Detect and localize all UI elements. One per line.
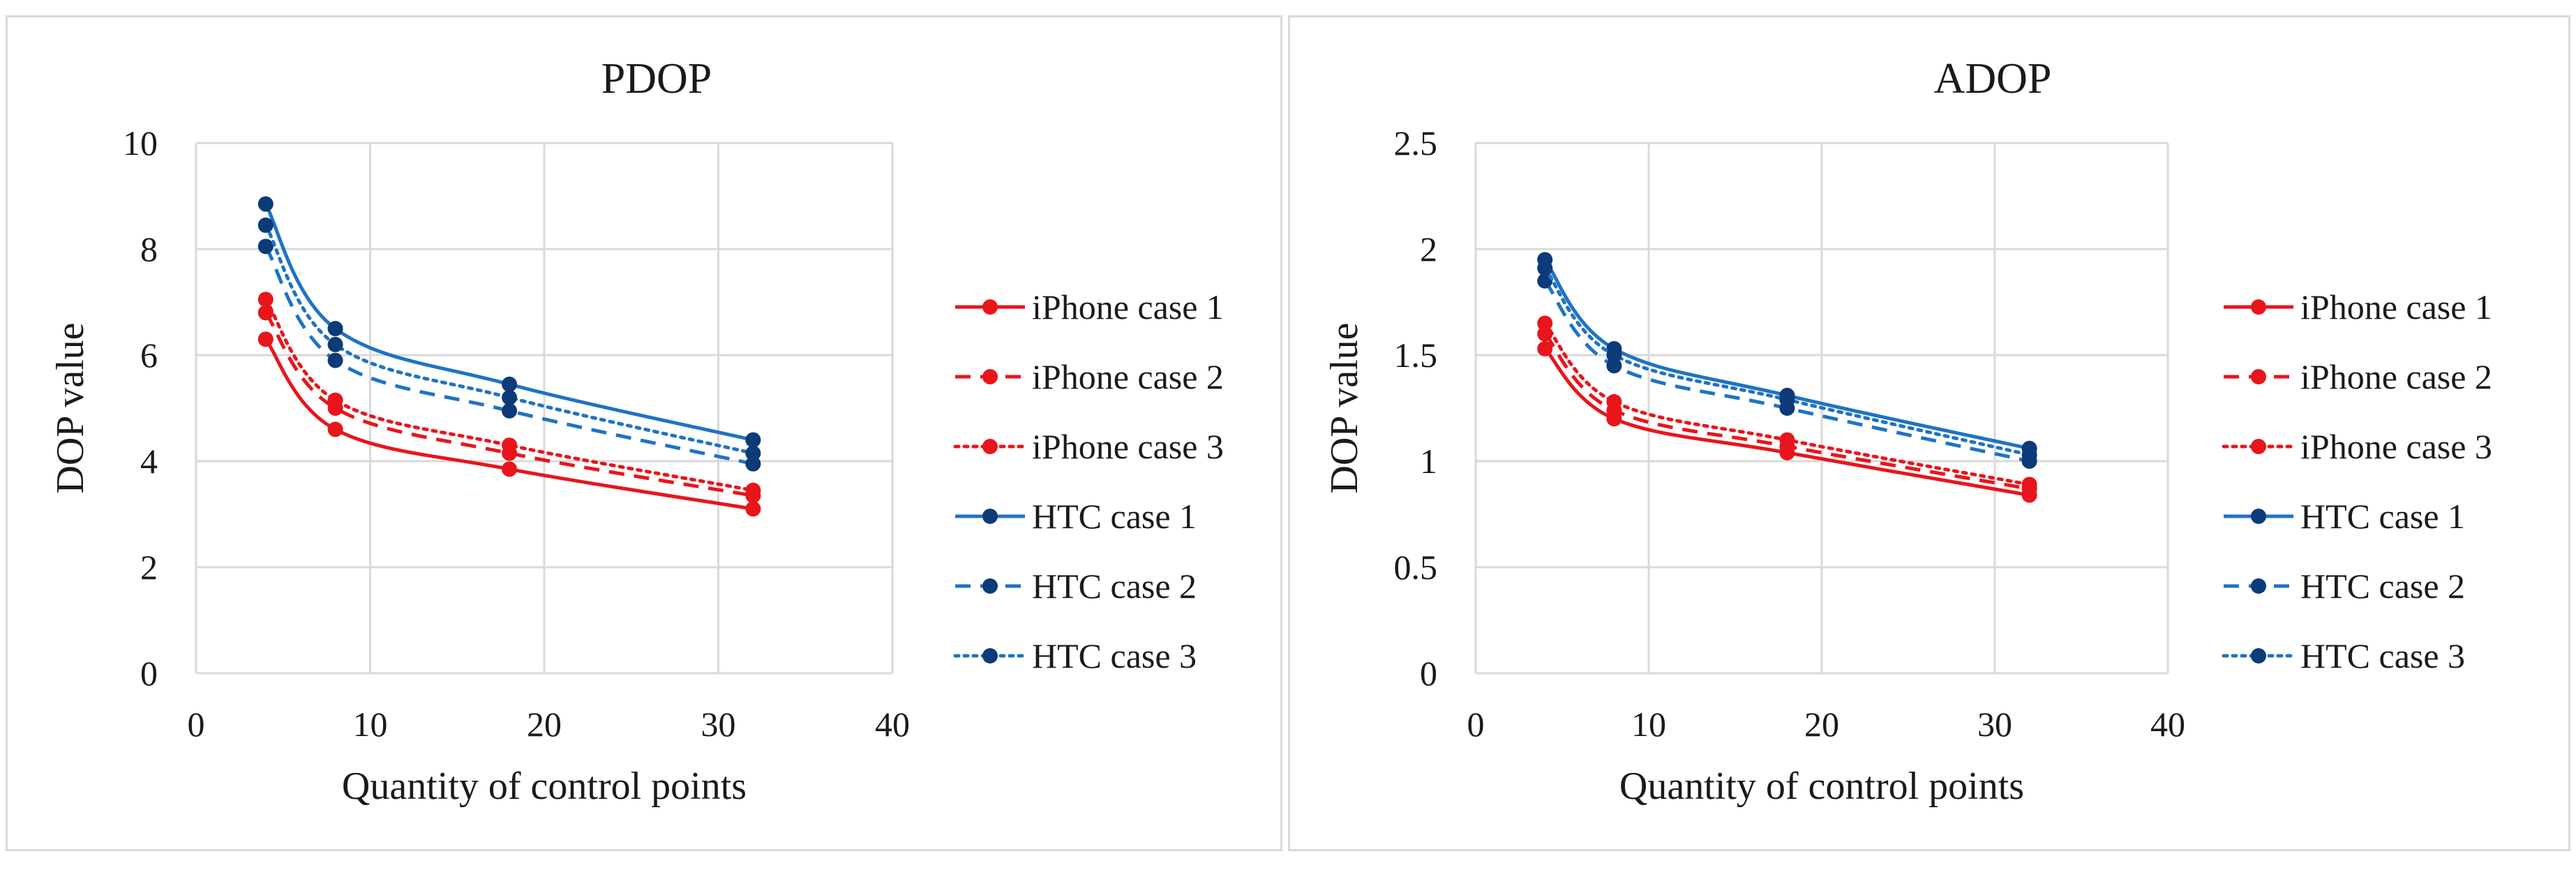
data-point-iphone-case-3 xyxy=(502,437,518,453)
data-point-iphone-case-1 xyxy=(1537,340,1553,357)
y-tick-label: 0 xyxy=(1420,654,1437,693)
legend-label-iphone-case-1: iPhone case 1 xyxy=(2300,287,2492,327)
series-line-htc-case-1 xyxy=(1543,258,2030,451)
series-line-iphone-case-2 xyxy=(264,311,754,497)
data-point-htc-case-3 xyxy=(502,389,518,405)
legend-marker-iphone-case-2 xyxy=(2251,369,2266,384)
x-tick-label: 40 xyxy=(2150,705,2185,744)
data-point-iphone-case-3 xyxy=(327,392,343,408)
legend-label-iphone-case-3: iPhone case 3 xyxy=(1032,427,1224,466)
chart-svg-adop: ADOP 0 10 20 30 40 0 0.5 1 1.5 2 2.5 Quantity of con… xyxy=(1323,55,2492,808)
data-point-htc-case-1 xyxy=(502,376,518,392)
data-point-iphone-case-3 xyxy=(745,482,761,498)
series-line-htc-case-2 xyxy=(1543,280,2030,463)
series-line-htc-case-1 xyxy=(264,203,754,442)
legend-marker-htc-case-2 xyxy=(982,578,998,594)
data-point-iphone-case-1 xyxy=(327,421,343,437)
data-point-htc-case-1 xyxy=(745,432,761,448)
legend-label-htc-case-2: HTC case 2 xyxy=(2300,567,2465,606)
chart-title: ADOP xyxy=(1934,55,2052,103)
data-point-htc-case-2 xyxy=(257,239,274,255)
data-point-iphone-case-1 xyxy=(502,461,518,477)
x-tick-label: 30 xyxy=(1977,705,2012,744)
data-point-htc-case-1 xyxy=(327,321,343,336)
x-axis-title: Quantity of control points xyxy=(342,765,747,808)
data-point-iphone-case-1 xyxy=(257,331,274,347)
x-tick-label: 10 xyxy=(1631,705,1666,744)
series-line-htc-case-2 xyxy=(264,245,754,466)
legend-label-htc-case-3: HTC case 3 xyxy=(1032,636,1197,675)
data-point-htc-case-3 xyxy=(745,445,761,461)
data-point-iphone-case-3 xyxy=(2021,477,2037,493)
legend-marker-htc-case-1 xyxy=(982,509,998,524)
data-point-htc-case-1 xyxy=(257,196,274,212)
series-line-htc-case-3 xyxy=(264,223,755,456)
chart-title: PDOP xyxy=(601,55,712,103)
x-axis-title: Quantity of control points xyxy=(1619,765,2024,808)
x-tick-label: 0 xyxy=(188,705,205,744)
x-tick-label: 40 xyxy=(875,705,910,744)
chart-svg-pdop: PDOP 0 10 20 30 40 0 2 4 6 8 10 Quantity of control … xyxy=(49,55,1224,808)
y-tick-label: 2 xyxy=(1420,230,1437,269)
y-tick-label: 0.5 xyxy=(1394,548,1438,587)
legend-marker-iphone-case-3 xyxy=(2251,439,2266,454)
legend-marker-htc-case-1 xyxy=(2251,509,2266,524)
y-tick-label: 10 xyxy=(123,123,158,163)
series-line-iphone-case-3 xyxy=(1543,321,2032,486)
legend-label-htc-case-3: HTC case 3 xyxy=(2300,636,2465,675)
series-line-iphone-case-1 xyxy=(264,338,754,511)
adop-chart-panel: ADOP 0 10 20 30 40 0 0.5 1 1.5 2 2.5 Quantity of con… xyxy=(1288,15,2570,851)
y-axis-title: DOP value xyxy=(49,322,92,493)
pdop-chart-panel: PDOP 0 10 20 30 40 0 2 4 6 8 10 Quantity of control … xyxy=(6,15,1282,851)
data-point-htc-case-3 xyxy=(1779,391,1795,407)
data-point-iphone-case-3 xyxy=(1779,432,1795,448)
data-point-iphone-case-1 xyxy=(745,501,761,517)
legend-marker-htc-case-3 xyxy=(2251,648,2266,663)
y-tick-label: 8 xyxy=(140,230,158,269)
y-tick-label: 1 xyxy=(1420,442,1437,481)
series-line-iphone-case-1 xyxy=(1543,347,2030,497)
y-tick-label: 1.5 xyxy=(1394,336,1438,375)
data-point-iphone-case-3 xyxy=(257,292,274,308)
x-tick-label: 0 xyxy=(1467,705,1485,744)
data-point-htc-case-3 xyxy=(1606,347,1622,363)
y-tick-label: 2 xyxy=(140,548,158,587)
legend-label-iphone-case-3: iPhone case 3 xyxy=(2300,427,2492,466)
legend-label-htc-case-1: HTC case 1 xyxy=(1032,497,1197,536)
series-line-iphone-case-2 xyxy=(1543,332,2030,490)
x-tick-label: 20 xyxy=(527,705,562,744)
legend-marker-iphone-case-3 xyxy=(982,439,998,454)
x-tick-label: 10 xyxy=(353,705,388,744)
legend-marker-htc-case-2 xyxy=(2251,578,2266,594)
data-point-iphone-case-3 xyxy=(1606,393,1622,410)
data-point-iphone-case-3 xyxy=(1537,315,1553,331)
legend-label-htc-case-1: HTC case 1 xyxy=(2300,497,2465,536)
legend-label-htc-case-2: HTC case 2 xyxy=(1032,567,1197,606)
data-point-htc-case-3 xyxy=(257,217,274,233)
y-tick-label: 6 xyxy=(140,336,158,375)
y-tick-label: 4 xyxy=(140,442,158,481)
legend-marker-iphone-case-2 xyxy=(982,369,998,384)
data-point-htc-case-3 xyxy=(2021,447,2037,463)
data-point-htc-case-2 xyxy=(745,456,761,472)
y-axis-title: DOP value xyxy=(1323,322,1366,493)
data-point-htc-case-2 xyxy=(1606,358,1622,374)
legend-marker-iphone-case-1 xyxy=(982,299,998,315)
legend-label-iphone-case-2: iPhone case 2 xyxy=(2300,357,2492,396)
legend-label-iphone-case-1: iPhone case 1 xyxy=(1032,287,1224,327)
legend-marker-iphone-case-1 xyxy=(2251,299,2266,315)
data-point-htc-case-2 xyxy=(327,352,343,368)
y-tick-label: 0 xyxy=(140,654,158,693)
y-tick-label: 2.5 xyxy=(1394,123,1438,163)
x-tick-label: 20 xyxy=(1804,705,1839,744)
data-point-htc-case-3 xyxy=(1537,260,1553,276)
data-point-htc-case-2 xyxy=(502,403,518,419)
legend-marker-htc-case-3 xyxy=(982,648,998,663)
data-point-htc-case-3 xyxy=(327,336,343,352)
series-line-htc-case-3 xyxy=(1543,266,2032,457)
series-line-iphone-case-3 xyxy=(264,297,755,493)
legend-label-iphone-case-2: iPhone case 2 xyxy=(1032,357,1224,396)
x-tick-label: 30 xyxy=(701,705,736,744)
